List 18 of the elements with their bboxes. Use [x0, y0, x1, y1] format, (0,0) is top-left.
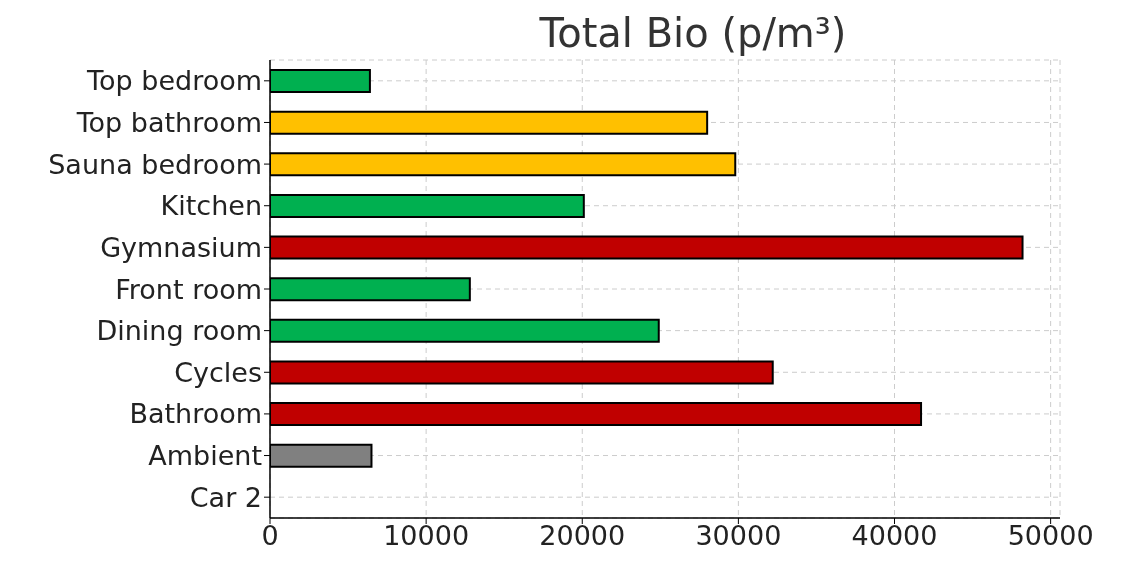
x-tick-label: 20000: [539, 520, 626, 552]
chart-title: Total Bio (p/m³): [538, 9, 848, 58]
x-tick-label: 50000: [1007, 520, 1094, 552]
y-tick-label: Sauna bedroom: [48, 148, 262, 180]
y-tick-label: Dining room: [96, 315, 262, 347]
y-tick-label: Bathroom: [129, 398, 262, 430]
x-tick-label: 30000: [695, 520, 782, 552]
y-tick-label: Car 2: [189, 481, 262, 513]
x-tick-label: 40000: [851, 520, 938, 552]
y-tick-label: Top bathroom: [75, 107, 262, 139]
y-tick-label: Kitchen: [160, 190, 262, 222]
x-tick-label: 10000: [383, 520, 470, 552]
y-tick-label: Gymnasium: [100, 231, 262, 263]
y-tick-label: Top bedroom: [86, 65, 262, 97]
y-tick-label: Front room: [115, 273, 262, 305]
y-tick-label: Ambient: [148, 440, 262, 472]
y-tick-label: Cycles: [174, 356, 262, 388]
x-tick-label: 0: [261, 520, 279, 552]
